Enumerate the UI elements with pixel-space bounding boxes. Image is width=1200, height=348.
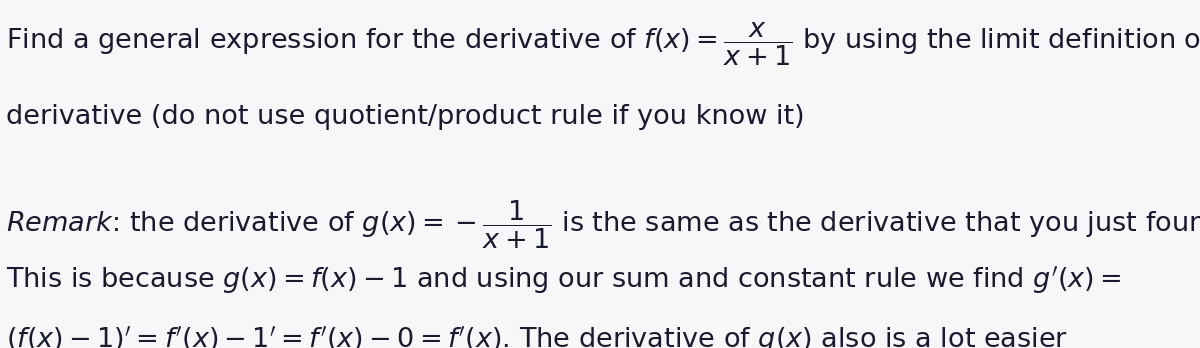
Text: derivative (do not use quotient/product rule if you know it): derivative (do not use quotient/product … <box>6 104 805 130</box>
Text: $\mathit{Remark}$: the derivative of $g(x) = -\dfrac{1}{x+1}$ is the same as the: $\mathit{Remark}$: the derivative of $g(… <box>6 198 1200 251</box>
Text: This is because $g(x) = f(x) - 1$ and using our sum and constant rule we find $g: This is because $g(x) = f(x) - 1$ and us… <box>6 264 1122 296</box>
Text: Find a general expression for the derivative of $f(x) = \dfrac{x}{x+1}$ by using: Find a general expression for the deriva… <box>6 21 1200 68</box>
Text: $(f(x) - 1)' = f'(x) - 1' = f'(x) - 0 = f'(x)$. The derivative of $g(x)$ also is: $(f(x) - 1)' = f'(x) - 1' = f'(x) - 0 = … <box>6 324 1068 348</box>
